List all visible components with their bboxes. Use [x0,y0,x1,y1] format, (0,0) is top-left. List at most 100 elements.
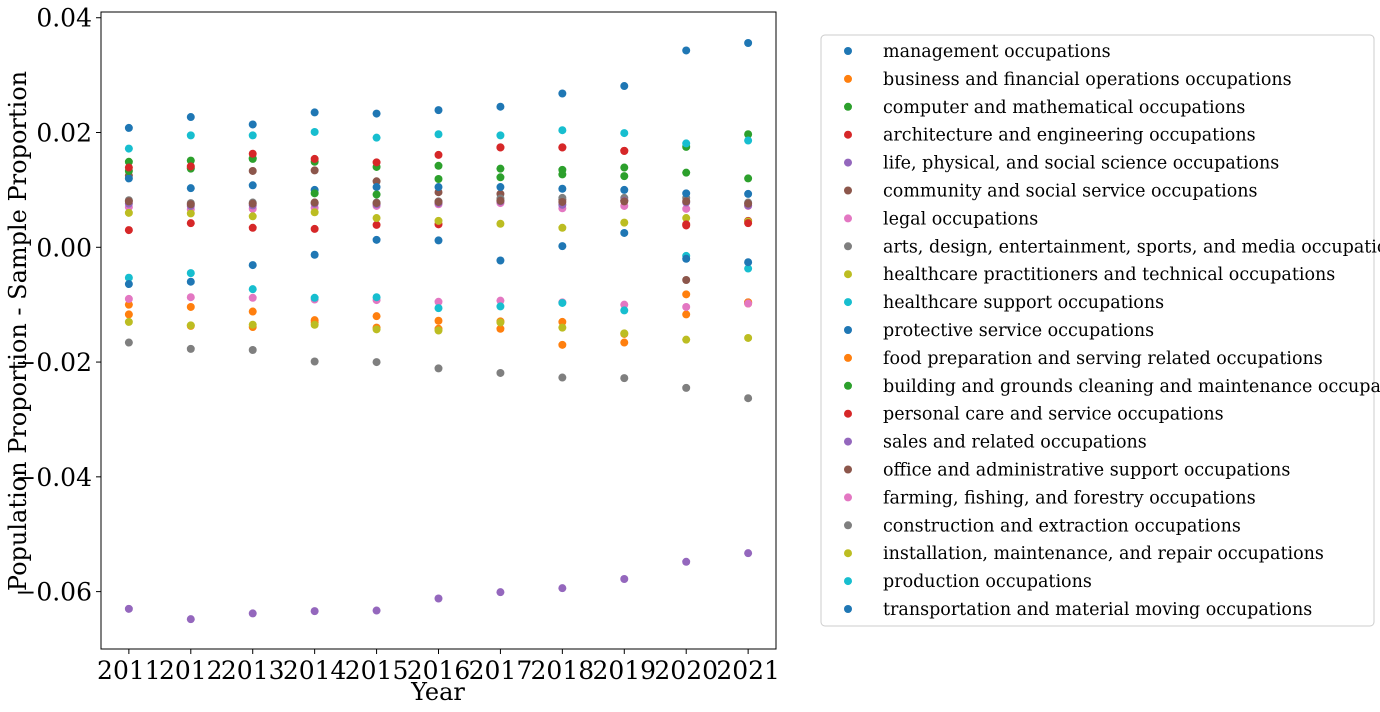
data-point-series-4-2011 [124,604,133,613]
legend-marker [844,409,852,418]
legend-label: management occupations [883,42,1111,62]
data-point-series-3-2012 [186,219,195,228]
data-point-series-18-2017 [496,318,505,327]
legend-marker [844,521,852,530]
legend-label: production occupations [883,572,1092,592]
data-point-series-2-2011 [124,157,133,166]
data-point-series-17-2016 [434,364,443,373]
legend-marker [844,549,852,558]
data-point-series-13-2019 [620,146,629,155]
data-point-series-17-2018 [558,373,567,382]
data-point-series-11-2017 [496,324,505,333]
legend-label: construction and extraction occupations [883,516,1241,536]
legend-marker [844,326,852,334]
data-point-series-0-2019 [620,82,629,91]
data-point-series-0-2021 [744,38,753,47]
data-point-series-19-2018 [558,298,567,307]
data-point-series-18-2011 [124,317,133,326]
data-point-series-13-2021 [744,219,753,228]
data-point-series-13-2020 [682,220,691,229]
y-tick-label: 0.00 [36,233,92,262]
legend-marker [844,130,852,139]
data-point-series-19-2017 [496,302,505,311]
x-tick-label: 2012 [159,656,223,685]
legend-label: sales and related occupations [883,433,1147,453]
legend-box [820,34,1375,627]
data-point-series-17-2015 [372,358,381,367]
data-point-series-12-2021 [744,174,753,183]
data-point-series-3-2014 [310,224,319,233]
data-point-series-19-2019 [620,306,629,315]
data-point-series-0-2014 [310,108,319,117]
y-tick-label: −0.02 [15,348,92,377]
data-point-series-20-2017 [496,256,505,265]
data-point-series-17-2020 [682,383,691,392]
data-point-series-2-2019 [620,163,629,172]
legend-marker [844,74,852,83]
data-point-series-2-2017 [496,164,505,173]
legend-marker [844,465,852,474]
data-point-series-19-2014 [310,293,319,302]
data-point-series-0-2015 [372,109,381,118]
data-point-series-20-2011 [124,280,133,289]
data-point-series-4-2018 [558,584,567,593]
data-point-series-15-2016 [434,197,443,206]
data-point-series-10-2021 [744,189,753,198]
data-point-series-10-2018 [558,184,567,193]
legend-label: transportation and material moving occup… [883,600,1312,620]
data-point-series-1-2012 [186,302,195,311]
data-point-series-15-2018 [558,197,567,206]
data-point-series-11-2019 [620,338,629,347]
legend-label: installation, maintenance, and repair oc… [883,544,1324,564]
data-point-series-13-2013 [248,149,257,158]
legend-marker [844,242,852,251]
legend-label: office and administrative support occupa… [883,461,1290,481]
x-tick-label: 2015 [345,656,409,685]
legend-label: protective service occupations [883,321,1154,341]
data-point-series-4-2016 [434,594,443,603]
data-point-series-20-2012 [186,277,195,286]
data-point-series-2-2012 [186,156,195,165]
y-tick-label: −0.04 [15,463,92,492]
data-point-series-10-2020 [682,189,691,198]
data-point-series-8-2020 [682,214,691,223]
data-point-series-20-2018 [558,242,567,251]
data-point-series-13-2016 [434,150,443,159]
data-point-series-8-2018 [558,223,567,232]
data-point-series-18-2018 [558,323,567,332]
data-point-series-5-2015 [372,177,381,186]
data-point-series-13-2018 [558,143,567,152]
legend-label: life, physical, and social science occup… [883,154,1279,174]
data-point-series-5-2013 [248,166,257,175]
data-point-series-2-2016 [434,161,443,170]
legend-label: food preparation and serving related occ… [883,349,1323,369]
data-point-series-0-2013 [248,120,257,129]
data-point-series-16-2021 [744,299,753,308]
x-axis-ticks: 2011201220132014201520162017201820192020… [97,649,780,685]
data-point-series-1-2013 [248,307,257,316]
data-point-series-8-2016 [434,216,443,225]
data-point-series-18-2019 [620,329,629,338]
data-point-series-0-2018 [558,89,567,98]
data-point-series-8-2015 [372,214,381,223]
data-point-series-0-2016 [434,106,443,115]
data-point-series-16-2012 [186,293,195,302]
data-point-series-9-2011 [124,144,133,153]
data-point-series-20-2013 [248,261,257,270]
data-point-series-9-2018 [558,126,567,135]
legend-marker [844,577,852,586]
y-axis-ticks: −0.06 −0.04 −0.02 0.00 0.02 0.04 [15,4,101,607]
data-point-series-4-2019 [620,574,629,583]
data-point-series-12-2020 [682,168,691,177]
data-point-series-18-2015 [372,325,381,334]
data-point-series-0-2017 [496,102,505,111]
data-point-series-10-2013 [248,181,257,190]
data-point-series-5-2020 [682,275,691,284]
data-point-series-4-2012 [186,615,195,624]
legend-marker [844,270,852,279]
data-point-series-4-2017 [496,588,505,597]
legend-marker [844,605,852,613]
data-points [124,38,753,624]
data-point-series-0-2012 [186,113,195,122]
data-point-series-10-2019 [620,185,629,194]
